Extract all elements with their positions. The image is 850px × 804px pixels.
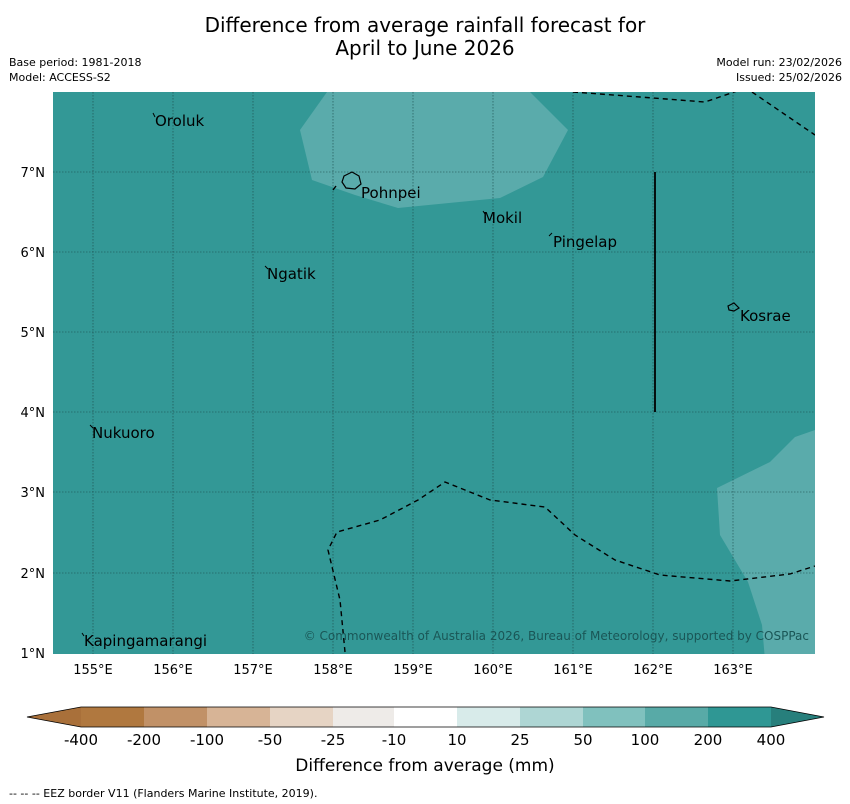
lat-label: 5°N	[21, 326, 46, 341]
place-label-nukuoro: Nukuoro	[92, 424, 155, 442]
place-label-kosrae: Kosrae	[740, 307, 791, 325]
colorbar-segment	[270, 707, 333, 727]
lon-label: 161°E	[553, 663, 593, 678]
lat-label: 1°N	[21, 647, 46, 662]
lon-label: 159°E	[393, 663, 433, 678]
title-line-1: Difference from average rainfall forecas…	[204, 13, 646, 37]
model-name: Model: ACCESS-S2	[9, 71, 111, 84]
lon-label: 160°E	[473, 663, 513, 678]
lon-label: 163°E	[713, 663, 753, 678]
lon-label: 157°E	[233, 663, 273, 678]
graticule	[53, 92, 815, 654]
lon-labels: 155°E 156°E 157°E 158°E 159°E 160°E 161°…	[73, 663, 753, 678]
place-label-pohnpei: Pohnpei	[361, 184, 421, 202]
atoll-marks	[81, 112, 553, 637]
eez-borders	[327, 92, 815, 653]
colorbar-label: 10	[447, 731, 467, 749]
kosrae-island	[727, 302, 740, 312]
lat-labels: 7°N 6°N 5°N 4°N 3°N 2°N 1°N	[21, 166, 46, 662]
base-period: Base period: 1981-2018	[9, 56, 142, 69]
lat-label: 2°N	[21, 567, 46, 582]
title-line-2: April to June 2026	[335, 36, 515, 60]
colorbar-segment	[520, 707, 583, 727]
colorbar-title: Difference from average (mm)	[295, 756, 555, 776]
lon-label: 155°E	[73, 663, 113, 678]
colorbar	[26, 706, 825, 728]
colorbar-segment	[144, 707, 207, 727]
colorbar-segment	[333, 707, 394, 727]
pohnpei-island	[341, 171, 362, 190]
lat-label: 3°N	[21, 486, 46, 501]
wetter-region-north	[300, 92, 568, 208]
copyright-notice: © Commonwealth of Australia 2026, Bureau…	[304, 629, 809, 643]
colorbar-segment	[708, 707, 771, 727]
map-title: Difference from average rainfall forecas…	[0, 14, 850, 60]
colorbar-segment	[583, 707, 645, 727]
wetter-region-east	[717, 430, 815, 654]
model-run: Model run: 23/02/2026	[716, 56, 842, 69]
lat-label: 7°N	[21, 166, 46, 181]
place-labels: Oroluk Pohnpei Mokil Pingelap Ngatik Kos…	[84, 112, 791, 650]
lat-label: 4°N	[21, 406, 46, 421]
colorbar-label: -10	[381, 731, 407, 749]
colorbar-label: 200	[693, 731, 723, 749]
colorbar-label: -100	[189, 731, 225, 749]
colorbar-extend-high	[771, 707, 824, 727]
colorbar-label: 100	[630, 731, 660, 749]
meta-right: Model run: 23/02/2026 Issued: 25/02/2026	[716, 55, 842, 85]
colorbar-label: 50	[573, 731, 593, 749]
lat-label: 6°N	[21, 246, 46, 261]
colorbar-segment	[457, 707, 520, 727]
colorbar-label: 400	[756, 731, 786, 749]
colorbar-label: -50	[257, 731, 283, 749]
colorbar-label: -400	[63, 731, 99, 749]
lon-label: 158°E	[313, 663, 353, 678]
eez-footnote: -- -- -- EEZ border V11 (Flanders Marine…	[9, 787, 318, 800]
map-area: Oroluk Pohnpei Mokil Pingelap Ngatik Kos…	[53, 92, 815, 654]
meta-left: Base period: 1981-2018 Model: ACCESS-S2	[9, 55, 141, 85]
colorbar-segment	[81, 707, 144, 727]
place-label-kapingamarangi: Kapingamarangi	[84, 632, 207, 650]
colorbar-extend-low	[27, 707, 81, 727]
place-label-ngatik: Ngatik	[267, 265, 316, 283]
lon-label: 162°E	[633, 663, 673, 678]
place-label-pingelap: Pingelap	[553, 233, 617, 251]
colorbar-label: -25	[320, 731, 346, 749]
colorbar-segment	[394, 707, 457, 727]
colorbar-segment	[207, 707, 270, 727]
issued-date: Issued: 25/02/2026	[735, 71, 842, 84]
place-label-oroluk: Oroluk	[155, 112, 204, 130]
lon-label: 156°E	[153, 663, 193, 678]
place-label-mokil: Mokil	[483, 209, 522, 227]
colorbar-outline	[26, 706, 825, 728]
colorbar-label: 25	[510, 731, 530, 749]
colorbar-segment	[645, 707, 708, 727]
colorbar-label: -200	[126, 731, 162, 749]
